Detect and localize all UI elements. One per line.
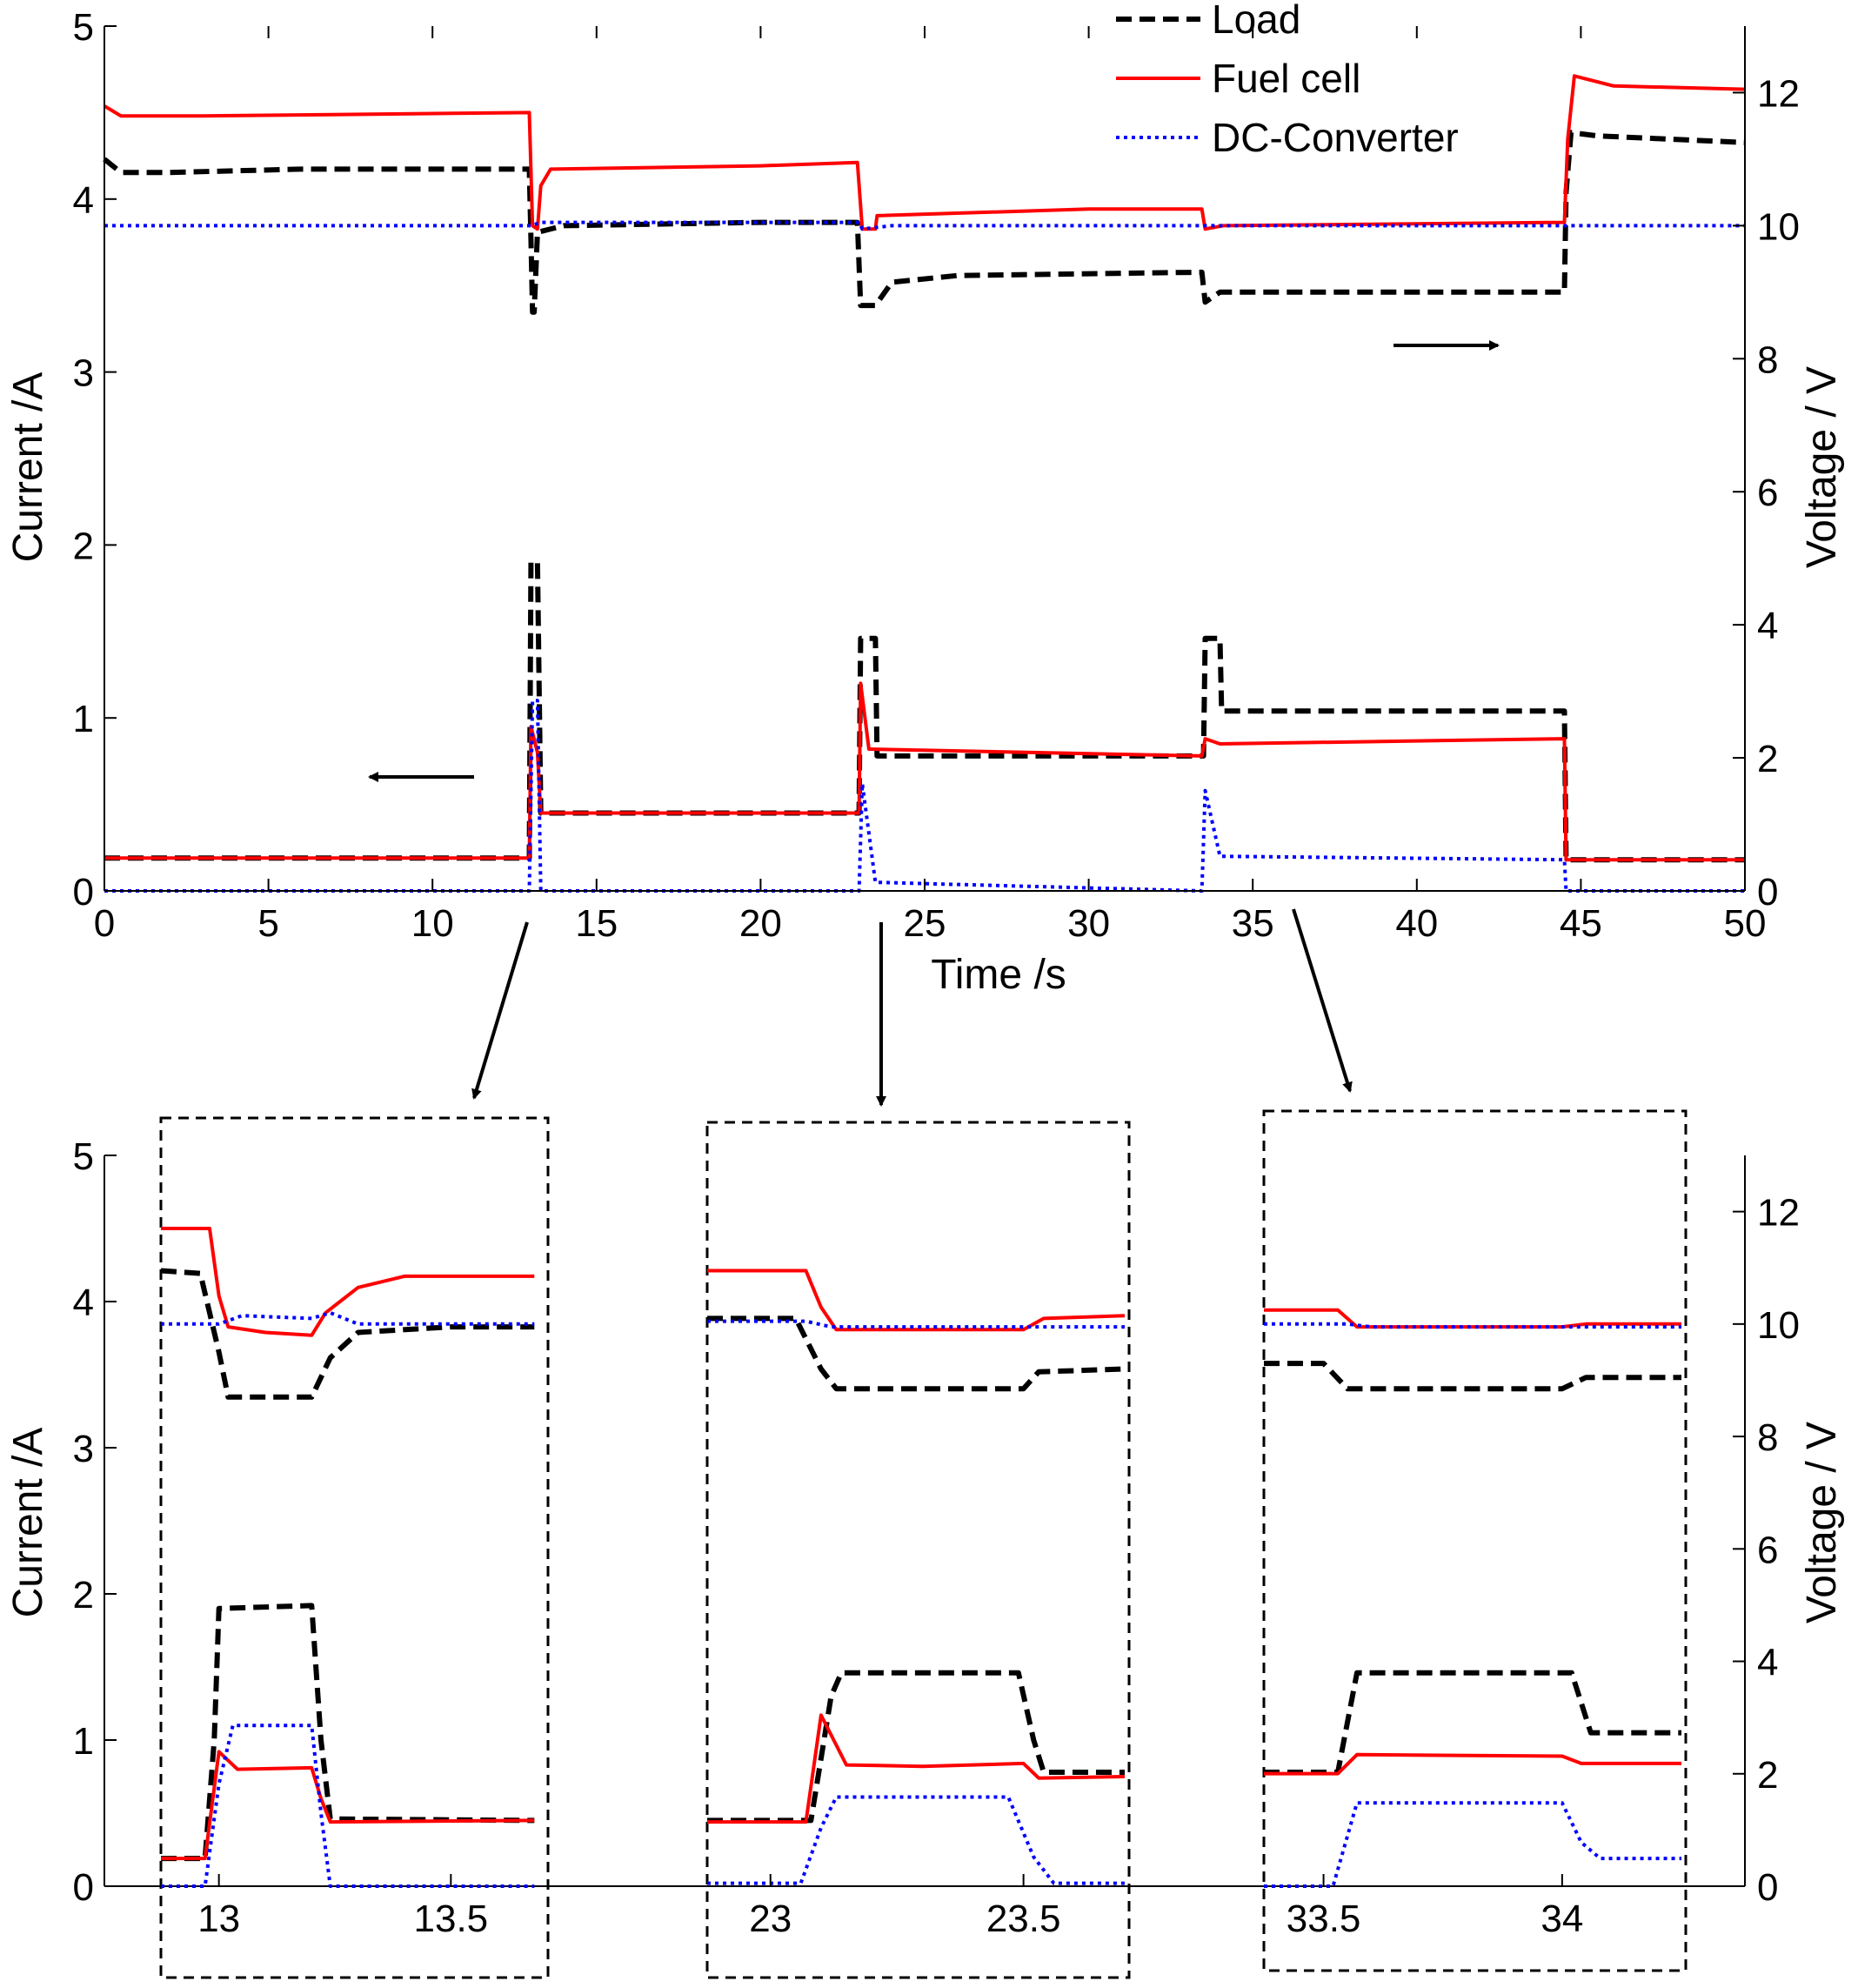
inset-frame-23 bbox=[705, 1121, 1131, 1979]
inset-23-series-fuel-cell-voltage bbox=[707, 1268, 1126, 1332]
inset-23-x-tick-label: 23.5 bbox=[986, 1898, 1061, 1940]
legend-label-dc-converter: DC-Converter bbox=[1212, 115, 1459, 160]
x-tick-label: 25 bbox=[904, 902, 946, 945]
left-axis-label: Current /A bbox=[5, 372, 51, 563]
inset-frame-34 bbox=[1262, 1109, 1688, 1972]
inset-y-left-tick-label: 2 bbox=[73, 1574, 94, 1617]
x-tick-label: 45 bbox=[1560, 902, 1602, 945]
inset-y-right-tick-label: 0 bbox=[1757, 1866, 1778, 1909]
inset-y-right-tick-label: 2 bbox=[1757, 1754, 1778, 1797]
inset-frame-13 bbox=[159, 1116, 550, 1979]
main-series-dc-converter-voltage bbox=[104, 220, 1745, 231]
inset-23-series-load-current bbox=[707, 1670, 1125, 1824]
inset-plot-34: 33.5 34 bbox=[1264, 1308, 1681, 1940]
inset-23-x-tick-label: 23 bbox=[749, 1898, 792, 1940]
inset-y-left-tick-label: 1 bbox=[73, 1720, 94, 1763]
x-tick-label: 5 bbox=[257, 902, 278, 945]
x-axis-label: Time /s bbox=[931, 952, 1066, 998]
inset-13-series-load-voltage bbox=[160, 1268, 535, 1400]
x-tick-label: 20 bbox=[739, 902, 782, 945]
y-left-tick-label: 3 bbox=[73, 352, 94, 395]
y-right-tick-label: 0 bbox=[1757, 871, 1778, 914]
y-right-tick-label: 2 bbox=[1757, 738, 1778, 780]
inset-34-x-tick-label: 34 bbox=[1541, 1898, 1583, 1940]
inset-y-left-tick-label: 3 bbox=[73, 1428, 94, 1470]
y-right-tick-label: 4 bbox=[1757, 605, 1778, 647]
zoom-arrow-34 bbox=[1292, 908, 1353, 1093]
y-right-tick-label: 10 bbox=[1757, 205, 1800, 248]
main-series-fuel-cell-voltage bbox=[103, 74, 1746, 231]
y-right-tick-label: 8 bbox=[1757, 338, 1778, 381]
inset-34-series-dc-converter-voltage bbox=[1264, 1322, 1681, 1329]
inset-34-series-load-current bbox=[1264, 1670, 1681, 1775]
x-tick-label: 50 bbox=[1724, 902, 1767, 945]
inset-13-series-fuel-cell-current bbox=[161, 1750, 535, 1861]
main-axes bbox=[104, 26, 1746, 892]
zoom-arrows bbox=[471, 908, 1353, 1107]
x-tick-label: 30 bbox=[1067, 902, 1110, 945]
inset-23-series-load-voltage bbox=[707, 1315, 1126, 1392]
main-series-dc-converter-current bbox=[104, 699, 1745, 893]
inset-y-left-tick-label: 0 bbox=[73, 1866, 94, 1909]
inset-left-axis-label: Current /A bbox=[5, 1428, 51, 1618]
legend-label-load: Load bbox=[1212, 0, 1300, 42]
inset-34-x-tick-label: 33.5 bbox=[1287, 1898, 1361, 1940]
inset-23-series-fuel-cell-current bbox=[707, 1713, 1126, 1824]
y-left-tick-label: 4 bbox=[73, 179, 94, 222]
inset-13-x-tick-label: 13 bbox=[197, 1898, 240, 1940]
y-left-tick-label: 2 bbox=[73, 525, 94, 567]
inset-y-right-tick-label: 12 bbox=[1757, 1192, 1800, 1235]
y-right-tick-label: 6 bbox=[1757, 472, 1778, 514]
inset-y-left-tick-label: 4 bbox=[73, 1282, 94, 1324]
inset-plot-13: 13 13.5 bbox=[160, 1227, 535, 1940]
inset-y-right-tick-label: 8 bbox=[1757, 1416, 1778, 1459]
inset-13-series-load-current bbox=[161, 1603, 535, 1862]
right-axis-label: Voltage / V bbox=[1799, 366, 1845, 568]
inset-34-series-fuel-cell-current bbox=[1264, 1752, 1681, 1776]
x-tick-label: 15 bbox=[575, 902, 618, 945]
main-series-fuel-cell-current bbox=[104, 681, 1745, 862]
main-series-load-voltage bbox=[103, 130, 1746, 315]
main-plot-area bbox=[103, 74, 1746, 893]
inset-y-right-tick-label: 4 bbox=[1757, 1642, 1778, 1684]
y-left-tick-label: 5 bbox=[73, 6, 94, 49]
x-tick-label: 0 bbox=[94, 902, 115, 945]
inset-right-axis-label: Voltage / V bbox=[1799, 1422, 1845, 1623]
zoom-arrow-13 bbox=[471, 921, 529, 1100]
x-tick-label: 35 bbox=[1232, 902, 1274, 945]
legend: Load Fuel cell DC-Converter bbox=[1116, 0, 1459, 160]
legend-label-fuel-cell: Fuel cell bbox=[1212, 56, 1360, 101]
inset-13-series-dc-converter-current bbox=[161, 1724, 535, 1888]
inset-y-left-tick-label: 5 bbox=[73, 1135, 94, 1178]
inset-y-right-tick-label: 6 bbox=[1757, 1529, 1778, 1571]
main-series-load-current bbox=[104, 559, 1745, 863]
inset-13-series-dc-converter-voltage bbox=[161, 1310, 535, 1326]
inset-plot-23: 23 23.5 bbox=[707, 1268, 1126, 1940]
inset-13-x-tick-label: 13.5 bbox=[414, 1898, 489, 1940]
y-right-tick-label: 12 bbox=[1757, 72, 1800, 115]
y-left-tick-label: 0 bbox=[73, 871, 94, 914]
x-tick-label: 40 bbox=[1395, 902, 1438, 945]
inset-13-series-fuel-cell-voltage bbox=[161, 1227, 535, 1337]
inset-23-series-dc-converter-current bbox=[707, 1795, 1125, 1885]
x-tick-label: 10 bbox=[411, 902, 454, 945]
inset-y-right-tick-label: 10 bbox=[1757, 1304, 1800, 1347]
y-left-tick-label: 1 bbox=[73, 698, 94, 740]
inset-23-series-dc-converter-voltage bbox=[707, 1319, 1125, 1329]
inset-34-series-dc-converter-current bbox=[1264, 1801, 1681, 1888]
inset-34-series-load-voltage bbox=[1264, 1361, 1681, 1392]
